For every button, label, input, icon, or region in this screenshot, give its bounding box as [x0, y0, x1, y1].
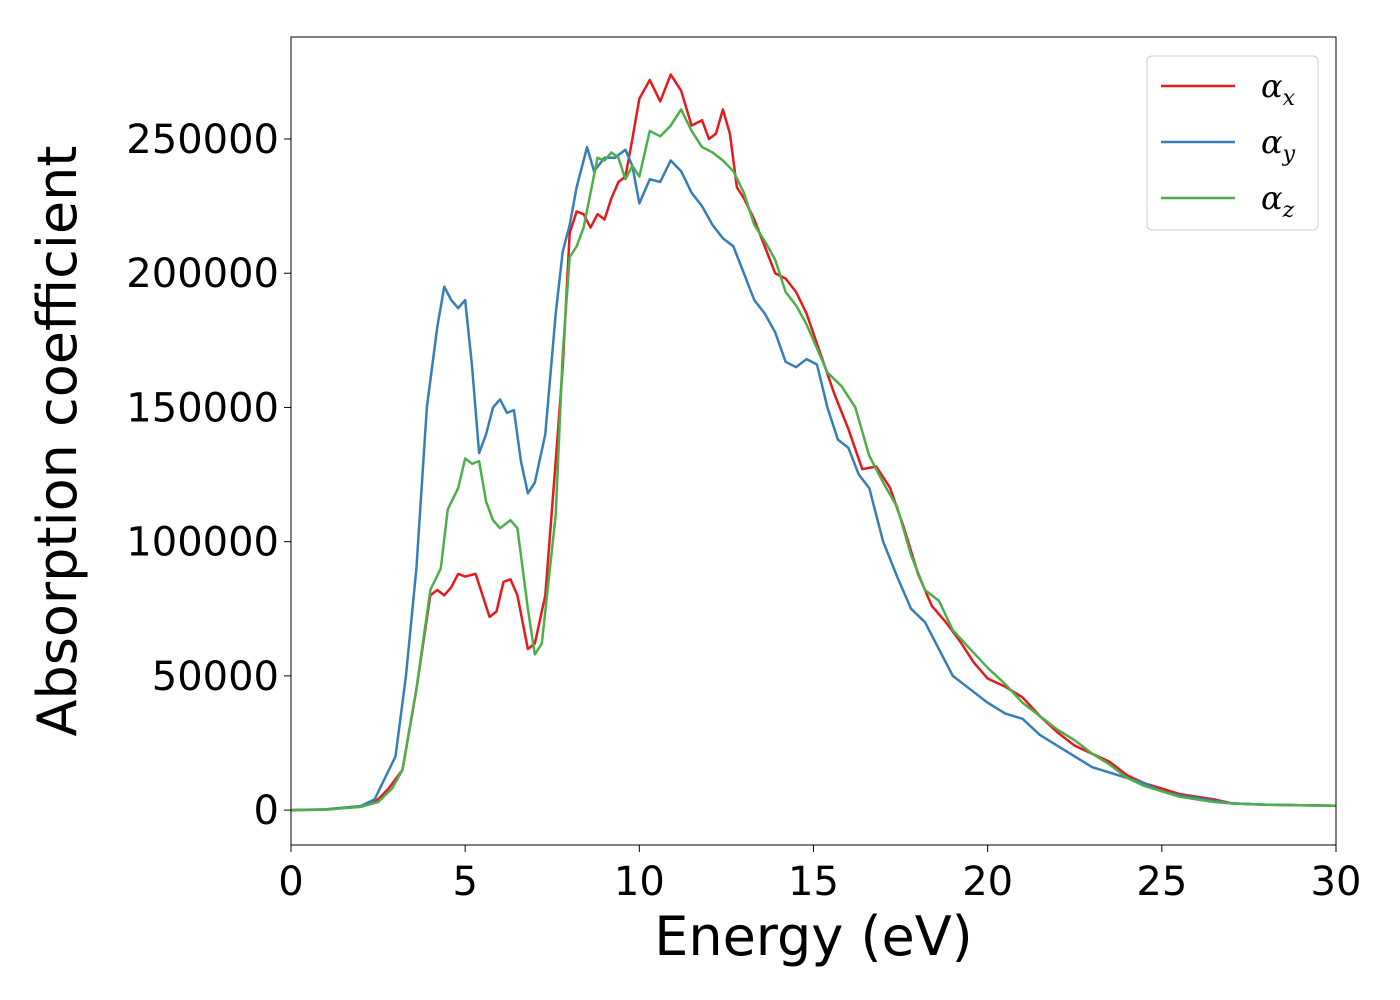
y-tick-label: 250000 — [126, 117, 279, 163]
series-layer — [290, 73, 1337, 812]
y-tick-label: 100000 — [126, 520, 279, 566]
legend-label-subscript: z — [1282, 198, 1295, 223]
y-tick-label: 0 — [254, 788, 279, 834]
y-axis-ticks: 0 50000 100000 150000 200000 250000 — [126, 117, 291, 834]
x-tick-label: 25 — [1136, 859, 1187, 905]
x-tick-label: 10 — [614, 859, 665, 905]
legend-label-z: αz — [1261, 179, 1295, 223]
legend-label-y: αy — [1261, 123, 1296, 167]
x-tick-label: 20 — [962, 859, 1013, 905]
legend-label-subscript: y — [1282, 142, 1296, 167]
x-tick-label: 15 — [788, 859, 839, 905]
y-tick-label: 150000 — [126, 385, 279, 431]
legend-label-subscript: x — [1283, 86, 1296, 111]
legend-label-base: α — [1261, 67, 1283, 105]
legend-label-base: α — [1261, 123, 1283, 161]
legend-label-base: α — [1261, 179, 1283, 217]
y-tick-label: 200000 — [126, 251, 279, 297]
x-tick-label: 5 — [452, 859, 477, 905]
y-axis-title: Absorption coefficient — [26, 146, 89, 737]
series-line-z — [290, 108, 1337, 812]
y-tick-label: 50000 — [152, 654, 279, 700]
series-line-y — [290, 145, 1337, 812]
x-axis-ticks: 0 5 10 15 20 25 30 — [278, 845, 1361, 905]
x-tick-label: 30 — [1311, 859, 1362, 905]
x-axis-title: Energy (eV) — [654, 905, 973, 968]
legend-label-x: αx — [1261, 67, 1296, 111]
x-tick-label: 0 — [278, 859, 303, 905]
